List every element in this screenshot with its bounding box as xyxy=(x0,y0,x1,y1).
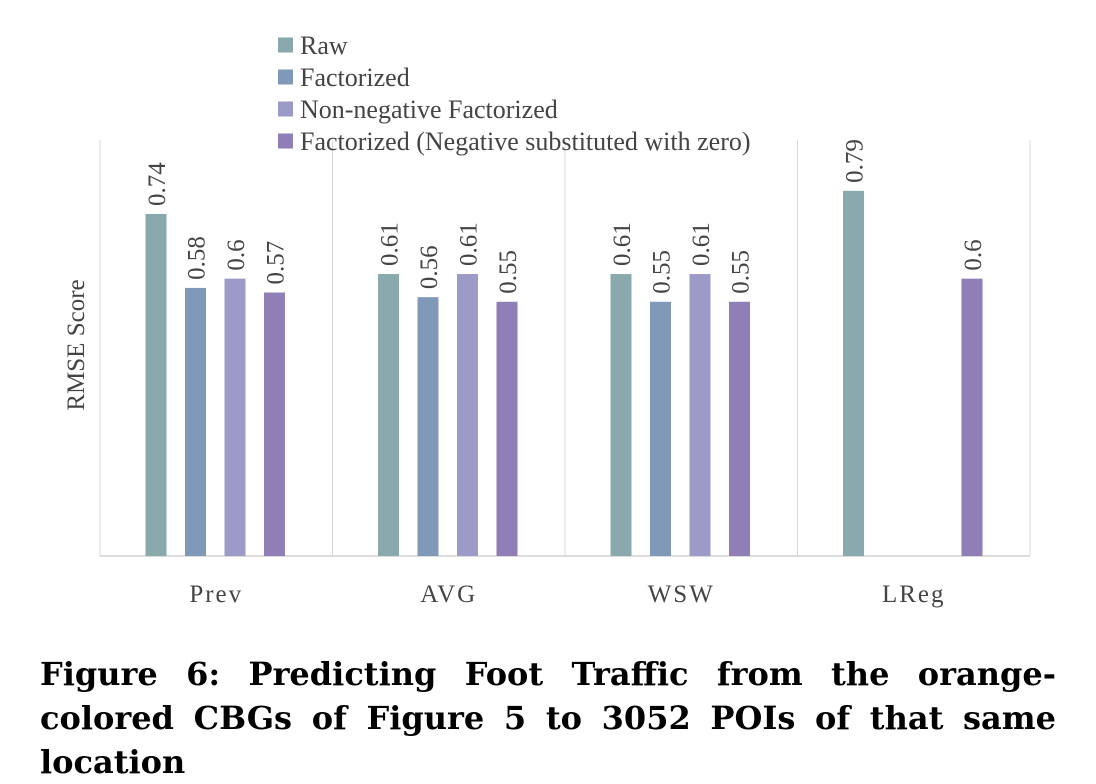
bars xyxy=(145,190,983,556)
bar-wsw-non-negative-factorized xyxy=(689,274,711,556)
data-label-avg-raw: 0.61 xyxy=(377,222,404,266)
legend-swatch-factorized xyxy=(278,69,293,85)
legend-label-raw: Raw xyxy=(300,31,348,60)
bar-lreg-raw xyxy=(843,190,864,556)
bar-prev-non-negative-factorized xyxy=(224,278,246,556)
data-label-prev-non-negative-factorized: 0.6 xyxy=(223,239,250,270)
data-label-wsw-factorized-negative-substituted-with-zero: 0.55 xyxy=(728,250,755,294)
bar-prev-factorized-negative-substituted-with-zero xyxy=(264,292,285,556)
x-tick-label-lreg: LReg xyxy=(882,581,946,608)
data-label-wsw-raw: 0.61 xyxy=(609,222,636,266)
data-label-wsw-non-negative-factorized: 0.61 xyxy=(688,222,715,266)
bar-avg-factorized xyxy=(417,297,439,556)
data-label-avg-factorized: 0.56 xyxy=(416,245,443,289)
x-tick-labels: Prev AVG WSW LReg xyxy=(189,581,946,608)
legend-swatch-factorized-negative-substituted-with-zero xyxy=(278,133,293,149)
data-label-lreg-raw: 0.79 xyxy=(842,139,869,183)
data-label-avg-factorized-negative-substituted-with-zero: 0.55 xyxy=(495,250,522,294)
bar-avg-factorized-negative-substituted-with-zero xyxy=(496,301,518,556)
legend-label-factorized: Factorized xyxy=(300,63,410,92)
bar-lreg-factorized-negative-substituted-with-zero xyxy=(961,278,983,556)
data-label-avg-non-negative-factorized: 0.61 xyxy=(456,222,483,266)
bar-avg-raw xyxy=(378,274,399,556)
legend-swatch-non-negative-factorized xyxy=(278,101,293,117)
bar-prev-raw xyxy=(145,213,167,556)
x-tick-label-avg: AVG xyxy=(420,581,477,608)
bar-avg-non-negative-factorized xyxy=(457,274,478,556)
y-axis-label: RMSE Score xyxy=(63,279,90,410)
bar-prev-factorized xyxy=(185,287,206,556)
data-label-prev-factorized-negative-substituted-with-zero: 0.57 xyxy=(263,241,290,285)
data-label-prev-factorized: 0.58 xyxy=(184,236,211,280)
legend: Raw Factorized Non-negative Factorized Fact… xyxy=(278,31,751,156)
data-labels: 0.74 0.58 0.6 0.57 0.61 0.56 0.61 0.55 0.61 0.55 0… xyxy=(144,139,987,294)
data-label-prev-raw: 0.74 xyxy=(144,162,171,206)
x-tick-label-wsw: WSW xyxy=(648,581,715,608)
bar-wsw-factorized-negative-substituted-with-zero xyxy=(729,301,750,556)
legend-label-non-negative-factorized: Non-negative Factorized xyxy=(300,95,558,124)
grid-lines xyxy=(99,140,1031,557)
legend-label-factorized-negative-substituted-with-zero: Factorized (Negative substituted with ze… xyxy=(300,127,751,156)
figure-caption: Figure 6: Predicting Foot Traffic from t… xyxy=(40,655,1056,781)
x-tick-label-prev: Prev xyxy=(189,581,243,608)
bar-wsw-factorized xyxy=(650,301,671,556)
data-label-wsw-factorized: 0.55 xyxy=(649,250,676,294)
data-label-lreg-factorized-negative-substituted-with-zero: 0.6 xyxy=(960,239,987,270)
bar-chart: 0.74 0.58 0.6 0.57 0.61 0.56 0.61 0.55 0.61 0.55 0… xyxy=(63,31,1031,608)
bar-wsw-raw xyxy=(610,274,632,556)
legend-swatch-raw xyxy=(278,37,293,53)
